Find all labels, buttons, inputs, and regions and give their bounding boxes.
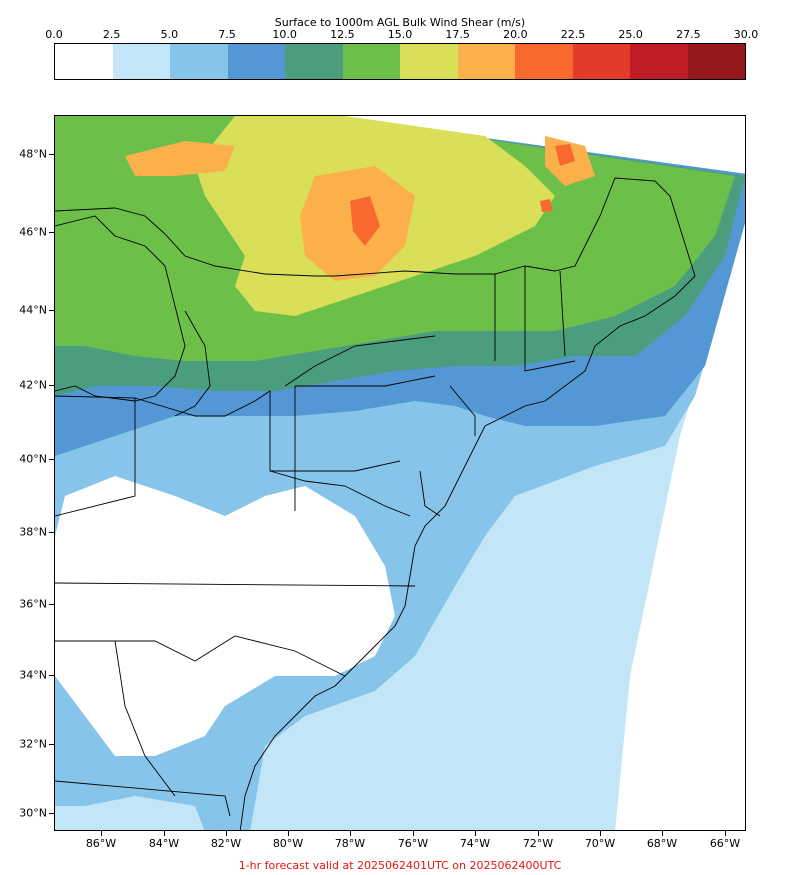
latitude-label: 48°N bbox=[19, 147, 47, 161]
colorbar-segment bbox=[515, 44, 573, 79]
colorbar-segment bbox=[55, 44, 113, 79]
latitude-label: 32°N bbox=[19, 737, 47, 751]
colorbar-segment bbox=[630, 44, 688, 79]
boundaries bbox=[55, 177, 696, 830]
colorbar-segment bbox=[285, 44, 343, 79]
latitude-label: 36°N bbox=[19, 597, 47, 611]
colorbar-tick-label: 10.0 bbox=[272, 28, 297, 41]
longitude-tick bbox=[101, 831, 102, 836]
colorbar-tick-label: 7.5 bbox=[218, 28, 236, 41]
longitude-tick bbox=[538, 831, 539, 836]
longitude-label: 82°W bbox=[210, 837, 242, 850]
longitude-label: 66°W bbox=[709, 837, 741, 850]
coastline bbox=[239, 275, 696, 830]
longitude-label: 72°W bbox=[522, 837, 554, 850]
longitude-label: 68°W bbox=[646, 837, 678, 850]
colorbar-segment bbox=[342, 44, 400, 79]
colorbar-segment bbox=[457, 44, 515, 79]
latitude-label: 34°N bbox=[19, 668, 47, 682]
latitude-label: 30°N bbox=[19, 806, 47, 820]
colorbar-tick-label: 20.0 bbox=[503, 28, 528, 41]
longitude-label: 86°W bbox=[85, 837, 117, 850]
state-lines bbox=[55, 395, 136, 517]
latitude-tick bbox=[49, 459, 54, 460]
latitude-tick bbox=[49, 154, 54, 155]
latitude-tick bbox=[49, 813, 54, 814]
colorbar-tick-label: 17.5 bbox=[445, 28, 470, 41]
latitude-label: 38°N bbox=[19, 525, 47, 539]
latitude-tick bbox=[49, 232, 54, 233]
longitude-tick bbox=[350, 831, 351, 836]
longitude-label: 78°W bbox=[334, 837, 366, 850]
colorbar-segment bbox=[227, 44, 285, 79]
us-canada-border bbox=[55, 177, 696, 277]
longitude-label: 70°W bbox=[584, 837, 616, 850]
colorbar-tick-label: 30.0 bbox=[733, 28, 759, 41]
longitude-tick bbox=[662, 831, 663, 836]
latitude-tick bbox=[49, 385, 54, 386]
latitude-label: 42°N bbox=[19, 378, 47, 392]
colorbar-tick-label: 27.5 bbox=[676, 28, 701, 41]
colorbar-tick-label: 2.5 bbox=[102, 28, 121, 41]
latitude-label: 46°N bbox=[19, 225, 47, 239]
colorbar-segment bbox=[572, 44, 630, 79]
latitude-tick bbox=[49, 744, 54, 745]
latitude-tick bbox=[49, 604, 54, 605]
latitude-label: 40°N bbox=[19, 452, 47, 466]
colorbar-title: Surface to 1000m AGL Bulk Wind Shear (m/… bbox=[274, 16, 526, 29]
colorbar bbox=[54, 43, 746, 80]
longitude-tick bbox=[475, 831, 476, 836]
longitude-tick bbox=[725, 831, 726, 836]
colorbar-segment bbox=[687, 44, 745, 79]
colorbar-tick-label: 22.5 bbox=[560, 28, 586, 41]
forecast-valid-caption: 1-hr forecast valid at 2025062401UTC on … bbox=[238, 859, 562, 872]
longitude-tick bbox=[600, 831, 601, 836]
longitude-label: 84°W bbox=[148, 837, 180, 850]
longitude-tick bbox=[164, 831, 165, 836]
longitude-label: 74°W bbox=[459, 837, 491, 850]
wind-shear-map bbox=[55, 116, 745, 830]
longitude-label: 76°W bbox=[397, 837, 429, 850]
longitude-tick bbox=[413, 831, 414, 836]
map-panel bbox=[54, 115, 746, 831]
longitude-label: 80°W bbox=[272, 837, 304, 850]
colorbar-segment bbox=[400, 44, 458, 79]
field-dark-orange bbox=[350, 196, 380, 246]
longitude-tick bbox=[226, 831, 227, 836]
longitude-tick bbox=[288, 831, 289, 836]
great-lakes-shore bbox=[55, 215, 186, 402]
colorbar-tick-label: 12.5 bbox=[330, 28, 355, 41]
latitude-label: 44°N bbox=[19, 303, 47, 317]
colorbar-tick-label: 5.0 bbox=[160, 28, 179, 41]
colorbar-segment bbox=[170, 44, 228, 79]
colorbar-tick-label: 15.0 bbox=[387, 28, 413, 41]
colorbar-tick-label: 0.0 bbox=[45, 28, 63, 41]
colorbar-tick-label: 25.0 bbox=[618, 28, 643, 41]
colorbar-segment bbox=[112, 44, 170, 79]
latitude-tick bbox=[49, 310, 54, 311]
latitude-tick bbox=[49, 675, 54, 676]
latitude-tick bbox=[49, 532, 54, 533]
